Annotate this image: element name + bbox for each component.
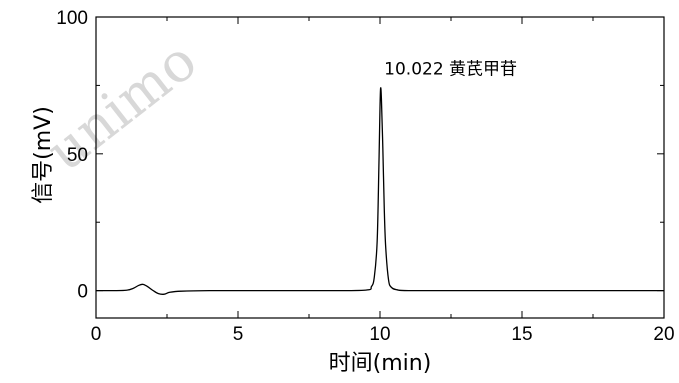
axes: 0 5 10 15 20 0 50 100 10.022 黄芪甲苷	[56, 8, 674, 345]
y-tick-label: 100	[56, 8, 88, 29]
x-axis-title: 时间(min)	[329, 351, 432, 376]
peak-annotation: 10.022 黄芪甲苷	[384, 59, 517, 79]
y-tick-label: 50	[67, 145, 88, 166]
x-tick-label: 20	[653, 324, 674, 345]
plot-area	[95, 87, 664, 295]
chromatogram-line	[95, 87, 664, 295]
watermark-text: unimo	[35, 29, 208, 184]
x-tick-label: 10	[369, 324, 390, 345]
x-tick-label: 0	[91, 324, 102, 345]
x-tick-label: 15	[511, 324, 532, 345]
y-axis-title: 信号(mV)	[31, 106, 56, 204]
y-tick-label: 0	[77, 282, 88, 303]
x-tick-label: 5	[233, 324, 244, 345]
